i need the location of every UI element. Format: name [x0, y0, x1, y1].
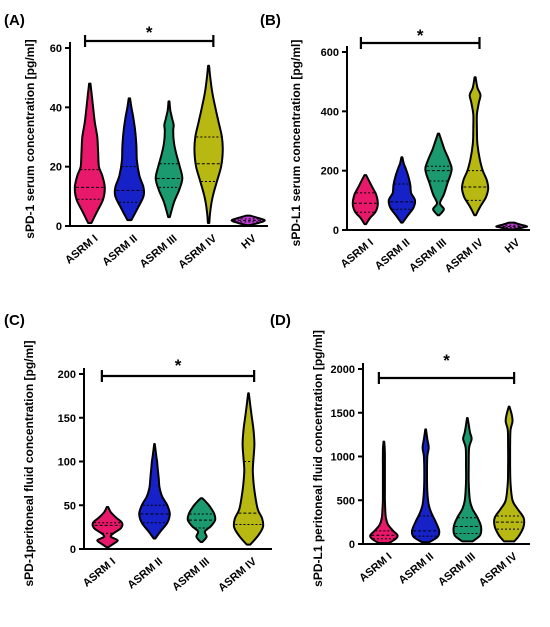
x-tick-label: ASRM II — [373, 237, 413, 273]
violin-asrm-i — [351, 174, 379, 226]
panel-0: (A) sPD-1 serum concentration [pg/ml] 0 20 4… — [4, 12, 268, 271]
x-tick-label: ASRM II — [100, 233, 140, 269]
panel-letter: (D) — [270, 312, 291, 329]
significance-star: * — [175, 356, 182, 375]
y-tick-label: 100 — [58, 457, 76, 469]
y-axis-label: sPD-1peritoneal fluid concentration [pg/… — [22, 340, 36, 586]
panel-letter: (A) — [4, 12, 25, 29]
y-tick-label: 60 — [50, 43, 62, 55]
y-axis-label: sPD-L1 serum concentration [pg/ml] — [289, 40, 303, 247]
violin-asrm-iv — [232, 392, 265, 546]
panel-1: (B) sPD-L1 serum concentration [pg/ml] 0 20… — [260, 12, 530, 275]
panel-3: (D) sPD-L1 peritoneal fluid concentration… — [270, 312, 530, 589]
y-axis-label: sPD-1 serum concentration [pg/ml] — [23, 39, 37, 238]
y-axis-label: sPD-L1 peritoneal fluid concentration [p… — [311, 330, 325, 587]
y-tick-label: 40 — [50, 102, 62, 114]
violin-asrm-i — [91, 506, 124, 549]
x-tick-label: ASRM III — [170, 556, 212, 594]
x-tick-label: HV — [503, 236, 523, 255]
x-tick-label: ASRM IV — [443, 236, 486, 275]
y-tick-label: 600 — [321, 47, 339, 59]
y-tick-label: 50 — [64, 500, 76, 512]
x-tick-label: ASRM II — [397, 551, 437, 587]
significance-star: * — [146, 23, 153, 42]
x-tick-label: ASRM I — [339, 237, 376, 271]
y-tick-label: 2000 — [331, 364, 355, 376]
violin-asrm-i — [369, 440, 399, 545]
panel-letter: (C) — [4, 312, 25, 329]
y-tick-label: 1500 — [331, 408, 355, 420]
x-tick-label: HV — [239, 232, 259, 251]
y-tick-label: 0 — [70, 544, 76, 556]
violin-asrm-iv — [493, 405, 526, 543]
x-tick-label: ASRM III — [436, 551, 478, 589]
violin-asrm-ii — [410, 428, 441, 544]
x-tick-label: ASRM I — [357, 551, 394, 585]
significance-star: * — [417, 26, 424, 45]
y-tick-label: 200 — [321, 166, 339, 178]
x-tick-label: ASRM IV — [477, 550, 520, 589]
y-tick-label: 1000 — [331, 452, 355, 464]
violin-asrm-ii — [113, 97, 146, 222]
y-tick-label: 0 — [349, 539, 355, 551]
panel-2: (C) sPD-1peritoneal fluid concentration [… — [4, 312, 272, 594]
y-tick-label: 500 — [337, 495, 355, 507]
x-tick-label: ASRM IV — [176, 232, 219, 271]
violin-asrm-iv — [193, 64, 224, 224]
y-tick-label: 0 — [333, 225, 339, 237]
violin-asrm-iii — [424, 132, 453, 217]
violin-asrm-iii — [452, 417, 483, 543]
violin-asrm-iii — [154, 100, 184, 219]
x-tick-label: ASRM III — [407, 237, 449, 275]
violin-asrm-ii — [387, 156, 417, 224]
x-tick-label: ASRM I — [63, 233, 100, 267]
significance-star: * — [443, 351, 450, 370]
y-tick-label: 400 — [321, 106, 339, 118]
x-tick-label: ASRM IV — [216, 555, 259, 594]
violin-asrm-i — [73, 82, 106, 224]
y-tick-label: 0 — [56, 221, 62, 233]
violin-hv — [495, 221, 529, 231]
y-tick-label: 150 — [58, 413, 76, 425]
y-tick-label: 20 — [50, 162, 62, 174]
x-tick-label: ASRM III — [138, 233, 180, 271]
violin-asrm-ii — [138, 443, 171, 540]
x-tick-label: ASRM II — [126, 556, 166, 592]
y-tick-label: 200 — [58, 369, 76, 381]
x-tick-label: ASRM I — [81, 556, 118, 590]
panel-letter: (B) — [260, 12, 281, 29]
violin-asrm-iv — [460, 76, 490, 217]
